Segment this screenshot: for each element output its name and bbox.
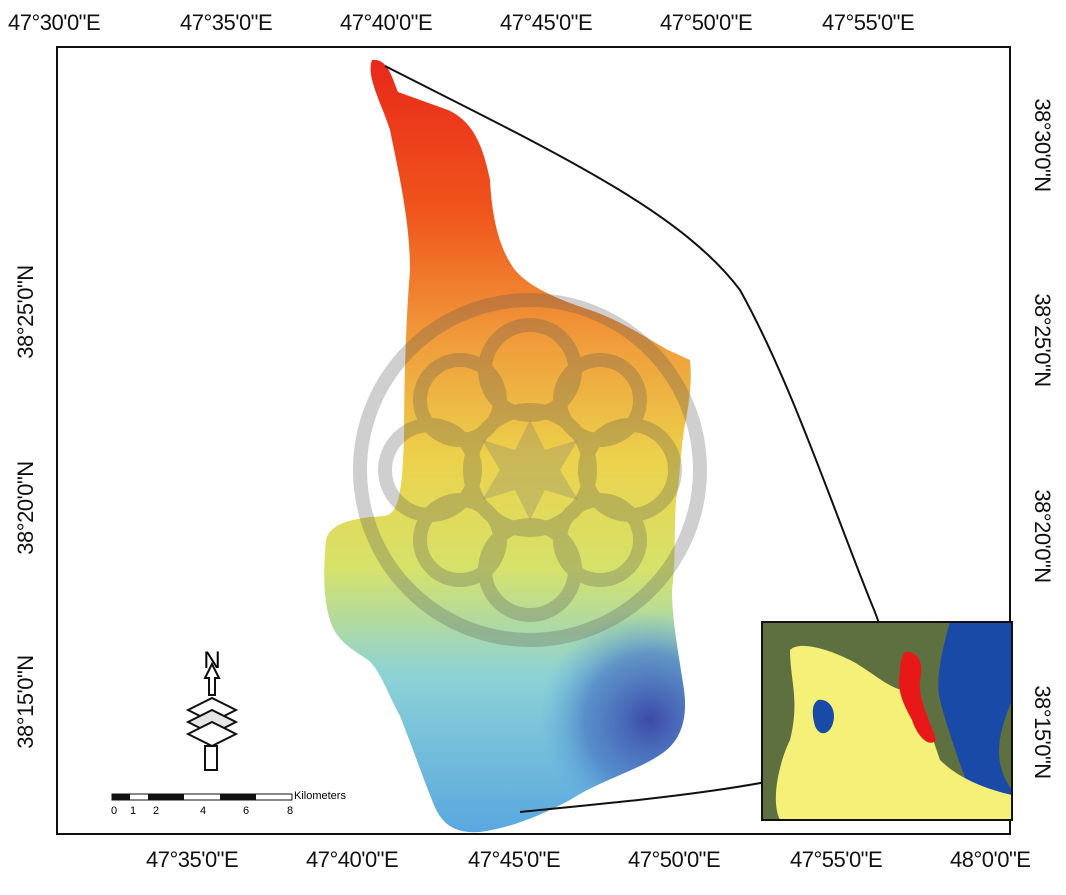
top-longitude-label: 47°45'0"E <box>500 10 593 35</box>
scale-bar <box>111 793 293 801</box>
scale-tick-label: 6 <box>243 805 249 817</box>
bottom-longitude-label: 47°40'0"E <box>306 847 399 872</box>
scale-tick-label: 4 <box>200 805 206 817</box>
top-longitude-label: 47°30'0"E <box>8 10 101 35</box>
top-longitude-label: 47°40'0"E <box>340 10 433 35</box>
top-longitude-label: 47°35'0"E <box>180 10 273 35</box>
callout-line <box>384 65 895 813</box>
top-longitude-label: 47°55'0"E <box>822 10 915 35</box>
bottom-longitude-label: 47°50'0"E <box>628 847 721 872</box>
inset-study-area <box>898 651 936 743</box>
scale-tick-label: 2 <box>153 805 159 817</box>
inset-lake <box>812 699 835 734</box>
north-label: N <box>203 647 220 674</box>
bottom-longitude-label: 47°35'0"E <box>146 847 239 872</box>
bottom-longitude-label: 48°0'0"E <box>950 847 1031 872</box>
top-longitude-label: 47°50'0"E <box>660 10 753 35</box>
scale-tick-label: 1 <box>130 805 136 817</box>
watermark-rosette <box>353 293 707 647</box>
north-arrow <box>185 661 239 771</box>
inset-province <box>775 645 1012 820</box>
watermark-star <box>482 420 578 520</box>
inset-sea <box>938 622 1012 820</box>
scale-tick-label: 8 <box>287 805 293 817</box>
map-frame <box>56 46 1011 835</box>
bottom-longitude-label: 47°45'0"E <box>468 847 561 872</box>
bottom-longitude-label: 47°55'0"E <box>790 847 883 872</box>
inset-map <box>761 621 1013 821</box>
scale-tick-label: 0 <box>111 805 117 817</box>
scale-unit-label: Kilometers <box>294 790 346 802</box>
